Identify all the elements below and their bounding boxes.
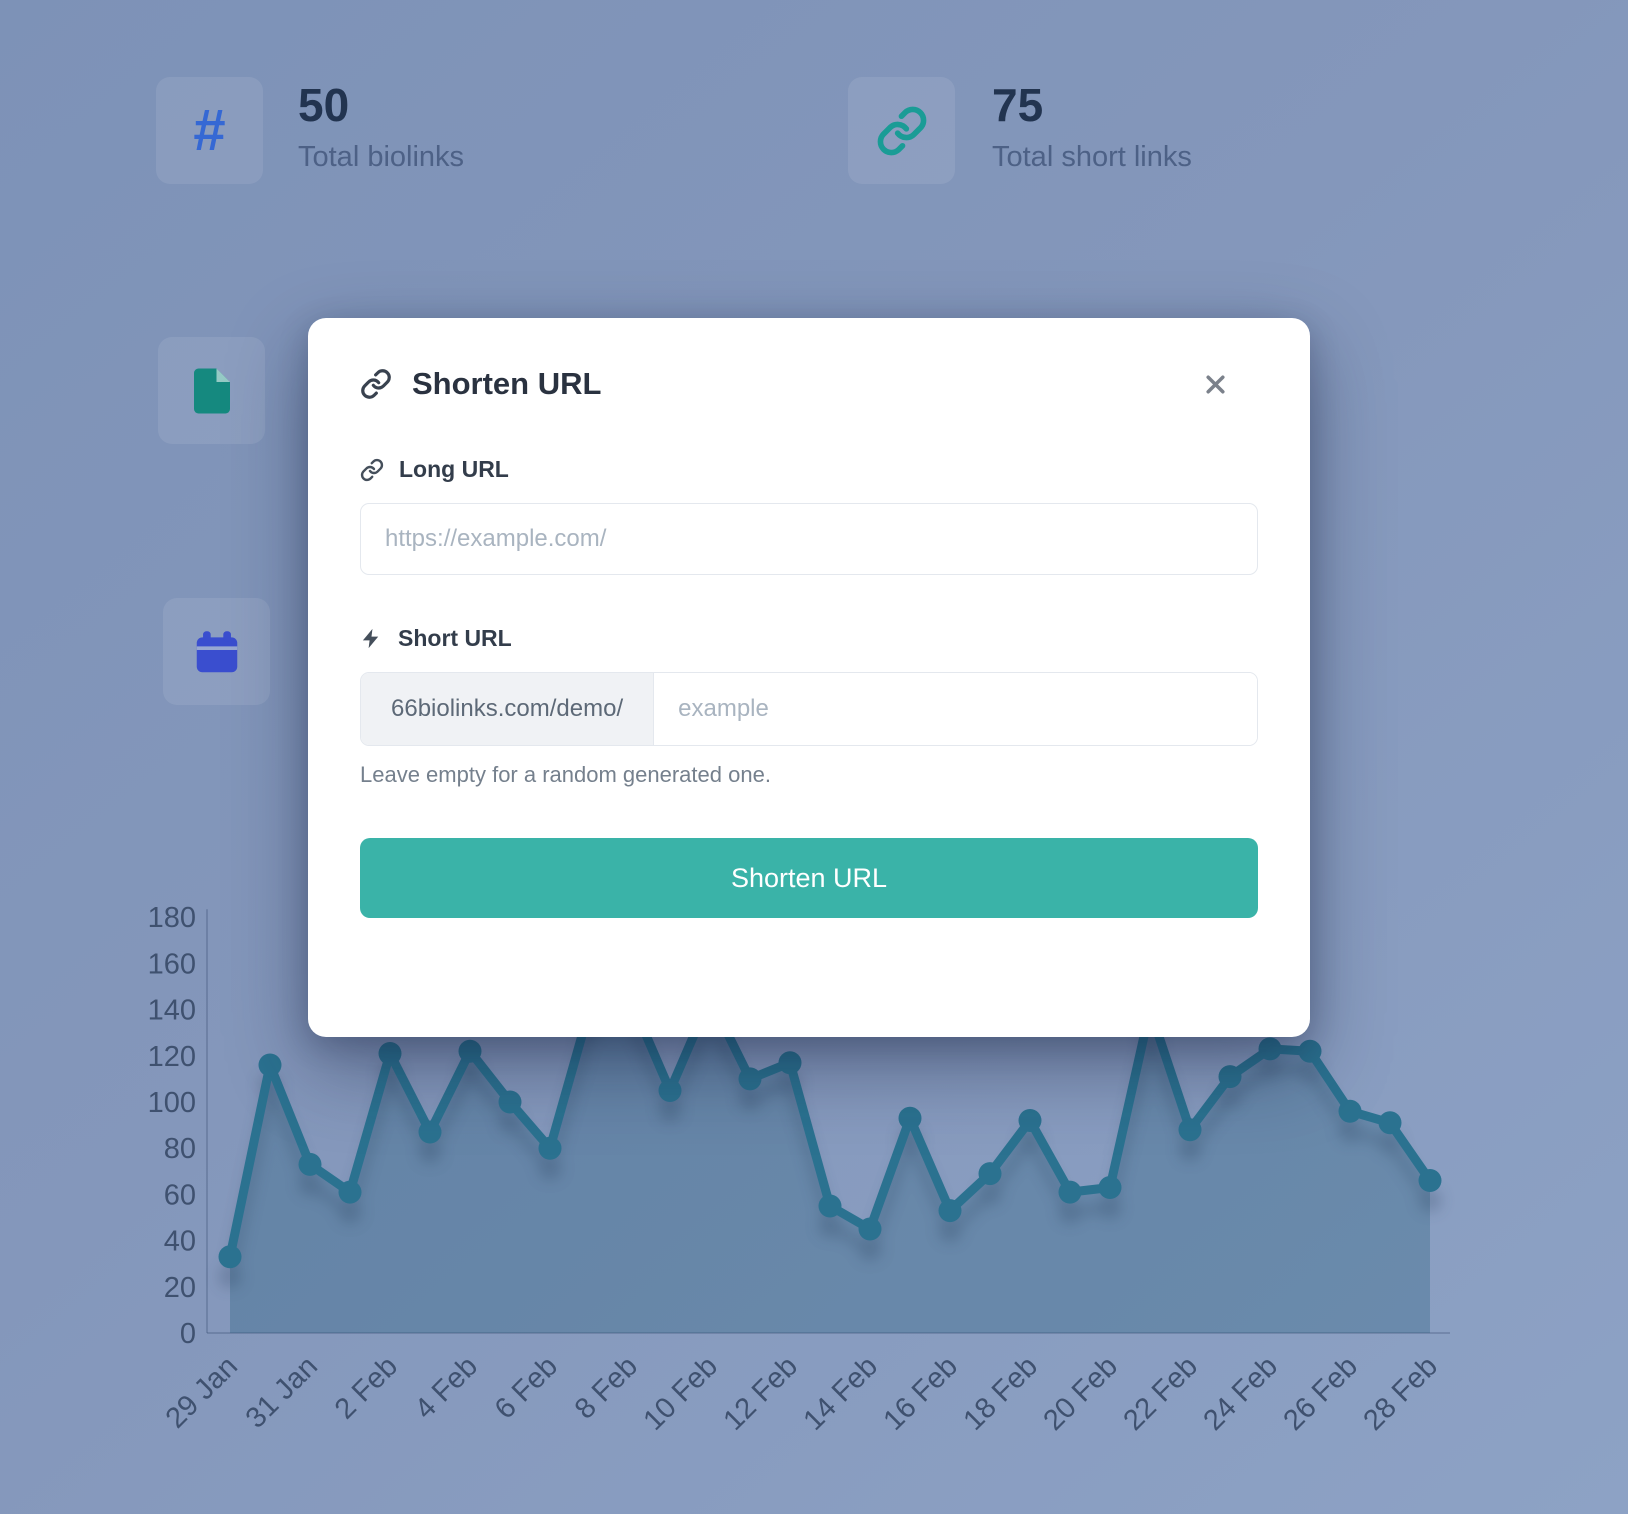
data-point-marker <box>1258 1037 1282 1061</box>
y-axis-tick-label: 20 <box>164 1272 196 1304</box>
long-url-input[interactable] <box>360 503 1258 575</box>
shortlinks-count: 75 <box>992 79 1044 131</box>
data-point-marker <box>1418 1169 1442 1192</box>
y-axis-tick-label: 100 <box>148 1087 196 1119</box>
long-url-label: Long URL <box>399 456 509 482</box>
x-axis-tick-label: 2 Feb <box>329 1350 404 1425</box>
y-axis-tick-label: 40 <box>164 1226 196 1258</box>
hashtag-icon: # <box>193 98 226 163</box>
data-point-marker <box>218 1245 242 1269</box>
long-url-section: Long URL <box>360 456 1258 575</box>
events-stat-tile <box>163 598 270 705</box>
data-point-marker <box>1298 1039 1322 1063</box>
x-axis-tick-label: 6 Feb <box>489 1350 564 1425</box>
data-point-marker <box>258 1053 282 1077</box>
biolinks-label: Total biolinks <box>298 140 465 173</box>
data-point-marker <box>938 1199 962 1223</box>
short-url-label: Short URL <box>398 625 512 651</box>
pages-stat-tile <box>158 337 265 444</box>
x-axis-tick-label: 20 Feb <box>1037 1350 1123 1436</box>
y-axis-tick-label: 160 <box>148 948 196 980</box>
shortlinks-label: Total short links <box>992 140 1192 173</box>
data-point-marker <box>1098 1176 1122 1199</box>
data-point-marker <box>978 1162 1002 1186</box>
x-axis-tick-label: 18 Feb <box>957 1350 1043 1436</box>
modal-title: Shorten URL <box>412 366 602 401</box>
modal-header: Shorten URL <box>360 366 1258 402</box>
data-point-marker <box>1018 1109 1042 1132</box>
document-icon <box>185 364 239 418</box>
data-point-marker <box>1178 1118 1202 1142</box>
shortlinks-stat: 75 Total short links <box>992 80 1192 174</box>
data-point-marker <box>498 1090 522 1114</box>
short-url-helper-text: Leave empty for a random generated one. <box>360 762 771 787</box>
short-url-section: Short URL 66biolinks.com/demo/ Leave emp… <box>360 625 1258 788</box>
y-axis-tick-label: 120 <box>148 1041 196 1073</box>
y-axis-tick-label: 80 <box>164 1133 196 1165</box>
short-url-input-group: 66biolinks.com/demo/ <box>360 672 1258 746</box>
link-icon <box>360 458 384 482</box>
data-point-marker <box>1058 1180 1082 1204</box>
x-axis-tick-label: 31 Jan <box>240 1350 324 1434</box>
short-url-prefix: 66biolinks.com/demo/ <box>361 673 655 745</box>
data-point-marker <box>458 1039 482 1063</box>
shortlinks-stat-tile <box>848 77 955 184</box>
y-axis-tick-label: 180 <box>148 902 196 934</box>
data-point-marker <box>418 1120 442 1144</box>
x-axis-tick-label: 24 Feb <box>1197 1350 1283 1436</box>
close-icon <box>1203 372 1228 397</box>
lightning-icon <box>360 627 383 650</box>
shorten-url-modal: Shorten URL Long URL <box>308 318 1310 1037</box>
data-point-marker <box>1218 1065 1242 1089</box>
data-point-marker <box>778 1051 802 1075</box>
biolinks-count: 50 <box>298 79 350 131</box>
x-axis-tick-label: 14 Feb <box>797 1350 883 1436</box>
y-axis-tick-label: 0 <box>180 1318 196 1350</box>
x-axis-tick-label: 29 Jan <box>160 1350 244 1434</box>
close-button[interactable] <box>1199 368 1232 401</box>
data-point-marker <box>1338 1099 1362 1123</box>
data-point-marker <box>738 1067 762 1091</box>
data-point-marker <box>658 1079 682 1102</box>
x-axis-tick-label: 22 Feb <box>1117 1350 1203 1436</box>
data-point-marker <box>338 1180 362 1204</box>
data-point-marker <box>1378 1111 1402 1135</box>
x-axis-tick-label: 4 Feb <box>409 1350 484 1425</box>
data-point-marker <box>858 1217 882 1241</box>
data-point-marker <box>898 1106 922 1130</box>
x-axis-tick-label: 28 Feb <box>1357 1350 1443 1436</box>
biolinks-stat: 50 Total biolinks <box>298 80 464 174</box>
data-point-marker <box>298 1152 322 1176</box>
short-url-input[interactable] <box>654 673 1257 745</box>
y-axis-tick-label: 140 <box>148 995 196 1027</box>
data-point-marker <box>818 1194 842 1218</box>
x-axis-tick-label: 26 Feb <box>1277 1350 1363 1436</box>
x-axis-tick-label: 16 Feb <box>877 1350 963 1436</box>
biolinks-stat-tile: # <box>156 77 263 184</box>
link-icon <box>360 368 392 400</box>
calendar-icon <box>190 625 244 679</box>
data-point-marker <box>378 1042 402 1065</box>
x-axis-tick-label: 12 Feb <box>717 1350 803 1436</box>
y-axis-tick-label: 60 <box>164 1179 196 1211</box>
x-axis-tick-label: 8 Feb <box>569 1350 644 1425</box>
x-axis-tick-label: 10 Feb <box>637 1350 723 1436</box>
link-icon <box>876 105 928 157</box>
data-point-marker <box>538 1136 562 1160</box>
shorten-url-submit-button[interactable]: Shorten URL <box>360 838 1258 918</box>
